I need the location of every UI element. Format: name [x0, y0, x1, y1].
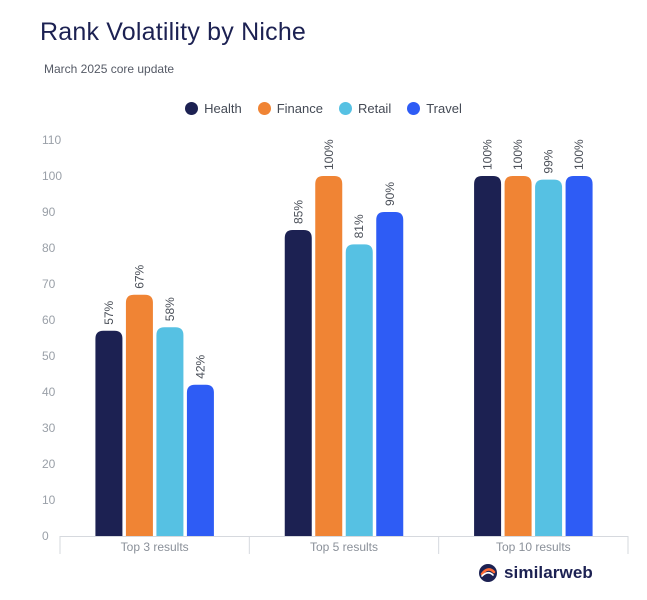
bar-travel-top-3-results: [186, 384, 214, 536]
chart-title: Rank Volatility by Niche: [40, 18, 307, 46]
y-tick-label-90: 90: [42, 205, 56, 219]
bar-travel-top-5-results: [376, 212, 404, 536]
similarweb-logo-icon: [479, 564, 497, 582]
legend-marker-retail: [338, 102, 352, 115]
legend-item-retail: Retail: [338, 101, 392, 116]
brand: similarweb: [478, 563, 593, 583]
y-tick-label-0: 0: [42, 529, 49, 543]
bar-health-top-5-results: [284, 230, 312, 536]
data-label-health-top-10-results: 100%: [481, 139, 495, 170]
bar-finance-top-10-results: [504, 176, 532, 536]
y-tick-label-60: 60: [42, 313, 56, 327]
data-label-finance-top-5-results: 100%: [322, 139, 336, 170]
y-tick-label-80: 80: [42, 241, 56, 255]
y-tick-label-30: 30: [42, 421, 56, 435]
x-category-label-top-5-results: Top 5 results: [310, 540, 378, 554]
data-label-finance-top-10-results: 100%: [511, 139, 525, 170]
bar-finance-top-3-results: [125, 294, 153, 536]
legend-item-health: Health: [185, 101, 242, 116]
data-label-retail-top-3-results: 58%: [163, 297, 177, 321]
data-label-retail-top-5-results: 81%: [352, 214, 366, 238]
y-tick-label-100: 100: [42, 169, 62, 183]
y-tick-label-70: 70: [42, 277, 56, 291]
legend-label-finance: Finance: [276, 101, 323, 116]
data-label-health-top-3-results: 57%: [102, 300, 116, 324]
y-tick-label-40: 40: [42, 385, 56, 399]
data-label-finance-top-3-results: 67%: [132, 264, 146, 288]
y-tick-label-20: 20: [42, 457, 56, 471]
bar-retail-top-3-results: [156, 327, 184, 536]
bar-retail-top-10-results: [535, 179, 563, 536]
bar-travel-top-10-results: [565, 176, 593, 536]
data-label-travel-top-10-results: 100%: [572, 139, 586, 170]
y-tick-label-10: 10: [42, 493, 56, 507]
brand-name: similarweb: [504, 563, 593, 582]
y-tick-label-110: 110: [42, 133, 61, 147]
legend-label-health: Health: [204, 101, 242, 116]
data-label-travel-top-5-results: 90%: [383, 182, 397, 206]
legend-item-travel: Travel: [407, 101, 462, 116]
data-label-retail-top-10-results: 99%: [542, 149, 556, 173]
bar-health-top-10-results: [474, 176, 502, 536]
data-label-travel-top-3-results: 42%: [193, 354, 207, 378]
legend-item-finance: Finance: [257, 101, 323, 116]
legend-label-retail: Retail: [357, 101, 392, 116]
legend: Health Finance Retail Travel: [0, 101, 647, 116]
legend-marker-finance: [257, 102, 271, 115]
chart-subtitle: March 2025 core update: [44, 62, 175, 76]
y-tick-label-50: 50: [42, 349, 56, 363]
x-category-label-top-10-results: Top 10 results: [496, 540, 571, 554]
legend-label-travel: Travel: [426, 101, 462, 116]
bar-health-top-3-results: [95, 330, 123, 536]
data-label-health-top-5-results: 85%: [291, 200, 305, 224]
bar-finance-top-5-results: [315, 176, 343, 536]
legend-marker-health: [185, 102, 199, 115]
legend-marker-travel: [407, 102, 421, 115]
x-category-label-top-3-results: Top 3 results: [121, 540, 189, 554]
bar-retail-top-5-results: [345, 244, 373, 536]
